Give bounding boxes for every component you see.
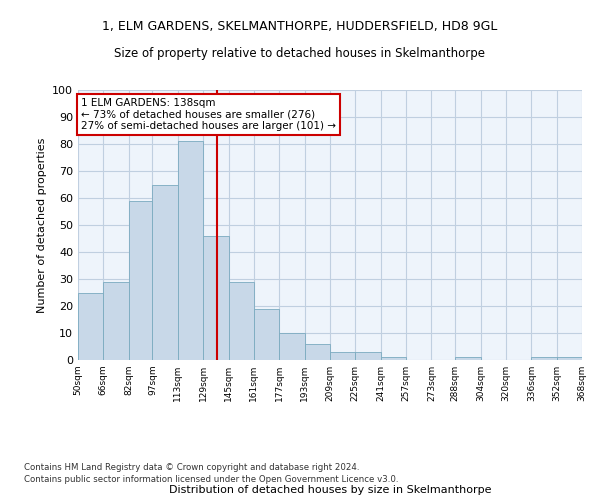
Bar <box>254 308 279 360</box>
Bar <box>381 358 406 360</box>
Bar <box>455 358 481 360</box>
Bar <box>355 352 381 360</box>
Bar <box>531 358 557 360</box>
Text: Distribution of detached houses by size in Skelmanthorpe: Distribution of detached houses by size … <box>169 485 491 495</box>
Text: Size of property relative to detached houses in Skelmanthorpe: Size of property relative to detached ho… <box>115 48 485 60</box>
Bar <box>178 142 203 360</box>
Bar <box>152 184 178 360</box>
Bar <box>557 358 582 360</box>
Bar <box>305 344 330 360</box>
Bar <box>330 352 355 360</box>
Bar <box>229 282 254 360</box>
Y-axis label: Number of detached properties: Number of detached properties <box>37 138 47 312</box>
Bar <box>279 333 305 360</box>
Text: Contains public sector information licensed under the Open Government Licence v3: Contains public sector information licen… <box>24 475 398 484</box>
Text: Contains HM Land Registry data © Crown copyright and database right 2024.: Contains HM Land Registry data © Crown c… <box>24 464 359 472</box>
Bar <box>203 236 229 360</box>
Bar <box>129 200 152 360</box>
Bar <box>103 282 129 360</box>
Text: 1 ELM GARDENS: 138sqm
← 73% of detached houses are smaller (276)
27% of semi-det: 1 ELM GARDENS: 138sqm ← 73% of detached … <box>81 98 336 132</box>
Text: 1, ELM GARDENS, SKELMANTHORPE, HUDDERSFIELD, HD8 9GL: 1, ELM GARDENS, SKELMANTHORPE, HUDDERSFI… <box>103 20 497 33</box>
Bar <box>78 292 103 360</box>
